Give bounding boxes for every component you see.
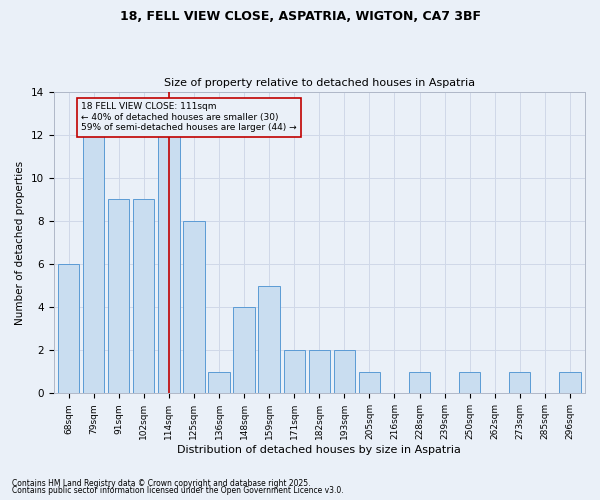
Bar (284, 350, 305, 394)
Bar (559, 372, 581, 394)
Text: 18 FELL VIEW CLOSE: 111sqm
← 40% of detached houses are smaller (30)
59% of semi: 18 FELL VIEW CLOSE: 111sqm ← 40% of deta… (81, 102, 297, 132)
Text: Contains HM Land Registry data © Crown copyright and database right 2025.: Contains HM Land Registry data © Crown c… (12, 478, 311, 488)
Bar (359, 372, 380, 394)
Bar (208, 372, 230, 394)
Text: Contains public sector information licensed under the Open Government Licence v3: Contains public sector information licen… (12, 486, 344, 495)
Bar (108, 200, 130, 394)
Bar (58, 264, 79, 394)
Title: Size of property relative to detached houses in Aspatria: Size of property relative to detached ho… (164, 78, 475, 88)
Y-axis label: Number of detached properties: Number of detached properties (15, 160, 25, 324)
X-axis label: Distribution of detached houses by size in Aspatria: Distribution of detached houses by size … (178, 445, 461, 455)
Bar (158, 134, 179, 394)
Bar (183, 221, 205, 394)
Bar (83, 134, 104, 394)
Bar (259, 286, 280, 394)
Text: 18, FELL VIEW CLOSE, ASPATRIA, WIGTON, CA7 3BF: 18, FELL VIEW CLOSE, ASPATRIA, WIGTON, C… (119, 10, 481, 23)
Bar (133, 200, 154, 394)
Bar (509, 372, 530, 394)
Bar (308, 350, 330, 394)
Bar (334, 350, 355, 394)
Bar (459, 372, 481, 394)
Bar (233, 307, 255, 394)
Bar (409, 372, 430, 394)
